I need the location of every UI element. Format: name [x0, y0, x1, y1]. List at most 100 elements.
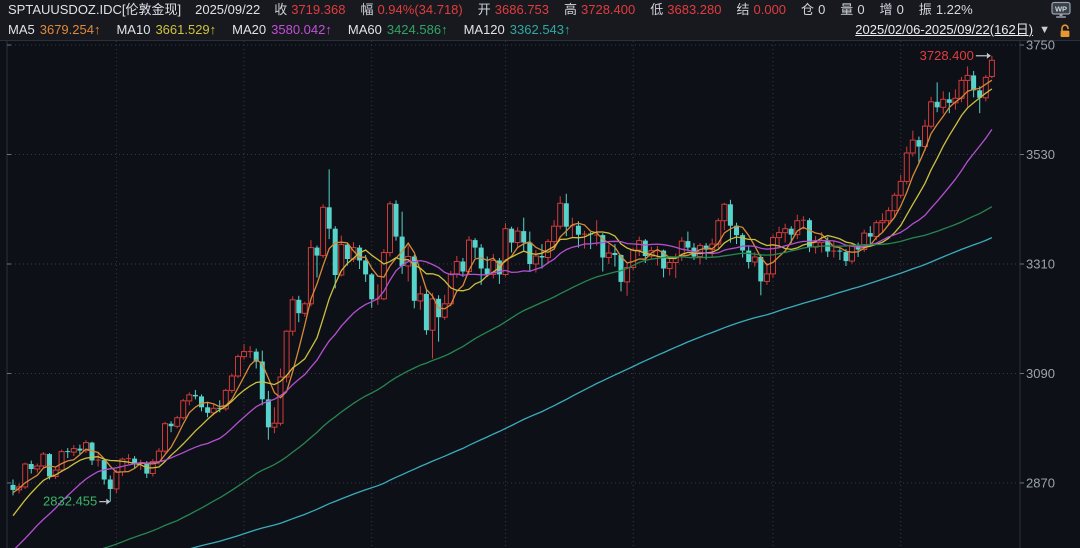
candle-body: [964, 74, 971, 81]
chevron-down-icon[interactable]: ▼: [1039, 24, 1050, 36]
candle-body: [205, 407, 211, 413]
ma-legend-item-ma60: MA60 3424.586↑: [348, 20, 448, 40]
candle-body: [265, 399, 271, 428]
ma-legend-item-ma120: MA120 3362.543↑: [464, 20, 571, 40]
candle-body: [417, 293, 424, 302]
candle-body: [301, 303, 308, 314]
candle-body: [751, 256, 758, 263]
candle-body: [873, 222, 880, 238]
candle-body: [661, 250, 667, 269]
candle-body: [903, 152, 910, 182]
candle-body: [180, 400, 187, 419]
candle-body: [788, 228, 794, 235]
candlestick-chart[interactable]: 3750 3530 3310 3090 2870 3728.400 2832.455: [0, 40, 1080, 548]
window-low-label: 2832.455: [43, 494, 97, 509]
y-axis-label: 3530: [1026, 147, 1055, 162]
candle-body: [909, 139, 916, 154]
candle-body: [514, 230, 521, 244]
candle-body: [763, 273, 770, 282]
candle-body: [879, 220, 886, 224]
ma-legend-item-ma10-label: MA10: [116, 22, 151, 37]
ma-legend: MA5 3679.254↑ MA10 3661.529↑ MA20 3580.042↑ MA…: [8, 20, 571, 40]
candle-body: [423, 293, 429, 331]
candle-body: [162, 423, 168, 452]
quote-field-increase-label: 增: [879, 2, 893, 17]
candle-body: [186, 394, 193, 402]
quote-field-close-value: 3719.368: [291, 2, 346, 17]
y-axis-label: 3090: [1026, 366, 1055, 381]
candle-body: [636, 240, 643, 251]
ma-legend-bar: MA5 3679.254↑ MA10 3661.529↑ MA20 3580.042↑ MA…: [0, 20, 1080, 40]
candle-body: [199, 396, 204, 408]
candle-body: [241, 351, 247, 358]
ma-line-ma120: [190, 237, 993, 548]
quote-field-position-value: 0: [818, 2, 826, 17]
candle-body: [132, 458, 138, 464]
y-axis-label: 3750: [1026, 40, 1055, 53]
candle-body: [40, 453, 47, 467]
ma-legend-item-ma20-label: MA20: [232, 22, 267, 37]
candle-body: [557, 202, 564, 227]
candle-body: [988, 59, 995, 77]
candle-body: [113, 471, 120, 490]
quote-fields: 收 3719.368 幅 0.94%(34.718) 开 3686.753 高 3728.40…: [274, 0, 973, 20]
candle-body: [916, 140, 922, 147]
quote-info-bar: SPTAUUSDOZ.IDC[伦敦金现] 2025/09/22 收 3719.36…: [0, 0, 1080, 20]
candle-body: [532, 255, 539, 265]
candle-body: [982, 76, 989, 99]
candle-body: [758, 257, 764, 282]
candle-body: [393, 203, 399, 237]
quote-field-low: 低 3683.280: [650, 0, 721, 20]
candle-body: [387, 203, 393, 254]
candle-body: [429, 298, 436, 331]
candle-body: [363, 260, 369, 275]
candle-body: [472, 240, 478, 248]
candle-body: [642, 240, 648, 256]
candle-body: [891, 194, 898, 212]
candle-body: [794, 220, 801, 236]
candle-body: [70, 448, 77, 453]
ma-lines: [12, 79, 993, 548]
quote-field-volume-value: 0: [857, 2, 865, 17]
ma-legend-item-ma10: MA10 3661.529↑: [116, 20, 216, 40]
quote-field-high: 高 3728.400: [564, 0, 635, 20]
gridlines: [7, 41, 1020, 548]
candle-body: [453, 261, 460, 275]
candle-body: [83, 442, 89, 452]
candle-body: [338, 244, 345, 276]
candle-body: [861, 232, 868, 251]
symbol-name: SPTAUUSDOZ.IDC[伦敦金现]: [8, 2, 182, 17]
annotations: 3728.400 2832.455: [43, 48, 991, 509]
ma-legend-item-ma5: MA5 3679.254↑: [8, 20, 100, 40]
candle-body: [539, 256, 545, 258]
candle-body: [897, 180, 904, 196]
candle-body: [28, 464, 34, 469]
candle-body: [344, 244, 350, 259]
ma-legend-item-ma60-label: MA60: [347, 22, 382, 37]
candle-body: [612, 253, 618, 255]
candle-body: [885, 210, 892, 222]
ma-legend-item-ma5-value: 3679.254↑: [39, 22, 101, 37]
y-axis-label: 3310: [1026, 256, 1055, 271]
candle-body: [369, 274, 375, 300]
candle-body: [605, 252, 612, 258]
quote-field-high-label: 高: [563, 2, 577, 17]
wp-monitor-icon[interactable]: WP: [1050, 1, 1072, 19]
candle-body: [928, 101, 935, 127]
quote-field-volume-label: 量: [840, 2, 854, 17]
date-range-selector[interactable]: 2025/02/06-2025/09/22(162日): [855, 22, 1034, 37]
candle-body: [380, 252, 387, 300]
quote-field-settle: 结 0.000: [736, 0, 786, 20]
candle-body: [210, 407, 217, 414]
ma-line-ma20: [14, 129, 993, 548]
lock-icon[interactable]: [1058, 23, 1072, 38]
candle-body: [326, 207, 332, 229]
candle-body: [727, 204, 733, 226]
candle-body: [807, 220, 812, 248]
candle-body: [509, 228, 515, 243]
plot-borders: [0, 40, 1080, 548]
window-high-label: 3728.400: [920, 48, 974, 63]
candle-body: [849, 244, 855, 262]
quote-field-settle-value: 0.000: [753, 2, 787, 17]
